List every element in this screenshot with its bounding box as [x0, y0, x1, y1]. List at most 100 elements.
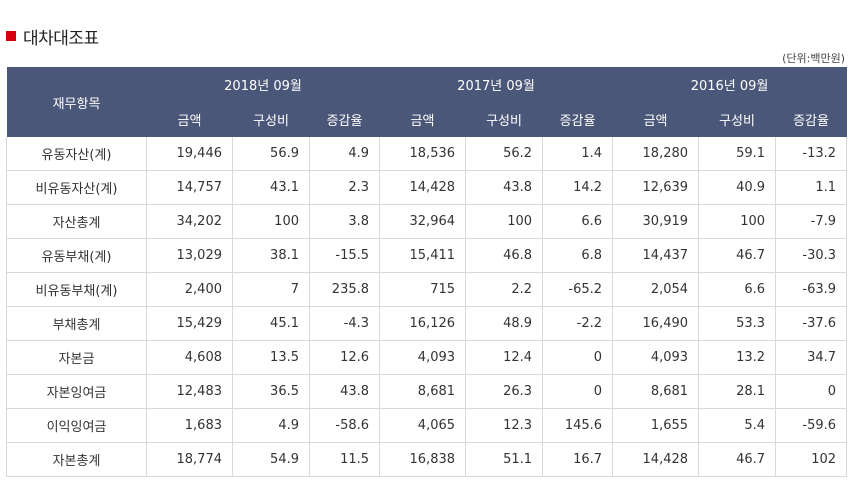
value-cell: 28.1: [698, 374, 777, 409]
value-cell: 34,202: [146, 204, 233, 239]
value-cell: 1.4: [542, 137, 614, 171]
table-row: 자산총계 34,202 100 3.8 32,964 100 6.6 30,919 100 -7.…: [6, 204, 848, 239]
value-cell: 46.7: [698, 238, 777, 273]
value-cell: 16,490: [612, 306, 700, 341]
period-header: 2016년 09월: [612, 67, 847, 102]
unit-label: (단위:백만원): [782, 52, 845, 65]
value-cell: -15.5: [308, 238, 381, 273]
value-cell: 59.1: [698, 137, 777, 171]
header-row-periods: 재무항목 2018년 09월 2017년 09월 2016년 09월: [6, 67, 847, 137]
value-cell: 235.8: [308, 272, 381, 307]
value-cell: 6.8: [542, 238, 614, 273]
row-label: 이익잉여금: [6, 408, 147, 443]
value-cell: 5.4: [698, 408, 777, 443]
table-row: 이익잉여금 1,683 4.9 -58.6 4,065 12.3 145.6 1,655 5.4…: [6, 408, 848, 443]
value-cell: 2,400: [146, 272, 233, 307]
value-cell: 2.2: [465, 272, 544, 307]
row-label: 자본금: [6, 340, 147, 375]
value-cell: 56.9: [232, 137, 310, 171]
table-row: 자본금 4,608 13.5 12.6 4,093 12.4 0 4,093 13.2 34.7: [6, 340, 848, 375]
value-cell: -59.6: [775, 408, 848, 443]
value-cell: 18,536: [379, 137, 467, 171]
value-cell: -7.9: [775, 204, 848, 239]
value-cell: -30.3: [775, 238, 848, 273]
value-cell: 7: [232, 272, 310, 307]
value-cell: 1,655: [612, 408, 700, 443]
value-cell: 18,774: [146, 442, 233, 477]
amount-header: 금액: [146, 102, 233, 137]
value-cell: 100: [698, 204, 777, 239]
value-cell: 15,429: [146, 306, 233, 341]
ratio-header: 구성비: [232, 102, 310, 137]
value-cell: 145.6: [542, 408, 614, 443]
table-body: 유동자산(계) 19,446 56.9 4.9 18,536 56.2 1.4 18,280 5…: [6, 137, 848, 477]
value-cell: 16,838: [379, 442, 467, 477]
value-cell: 26.3: [465, 374, 544, 409]
value-cell: 8,681: [379, 374, 467, 409]
value-cell: 14,428: [379, 170, 467, 205]
value-cell: 4,093: [612, 340, 700, 375]
value-cell: 1,683: [146, 408, 233, 443]
table-row: 자본잉여금 12,483 36.5 43.8 8,681 26.3 0 8,681 28.1 0: [6, 374, 848, 409]
value-cell: 48.9: [465, 306, 544, 341]
period-header: 2018년 09월: [146, 67, 380, 102]
value-cell: 0: [775, 374, 848, 409]
value-cell: 8,681: [612, 374, 700, 409]
value-cell: 46.7: [698, 442, 777, 477]
row-label: 유동부채(계): [6, 238, 147, 273]
row-label: 부채총계: [6, 306, 147, 341]
value-cell: 12.6: [308, 340, 381, 375]
value-cell: 4,608: [146, 340, 233, 375]
value-cell: 43.1: [232, 170, 310, 205]
amount-header: 금액: [379, 102, 466, 137]
value-cell: 11.5: [308, 442, 381, 477]
value-cell: 45.1: [232, 306, 310, 341]
value-cell: 13.2: [698, 340, 777, 375]
table-row: 비유동자산(계) 14,757 43.1 2.3 14,428 43.8 14.2 12,63…: [6, 170, 848, 205]
row-label: 자본잉여금: [6, 374, 147, 409]
value-cell: 2.3: [308, 170, 381, 205]
value-cell: 43.8: [465, 170, 544, 205]
ratio-header: 구성비: [698, 102, 776, 137]
value-cell: 12.3: [465, 408, 544, 443]
value-cell: 4,093: [379, 340, 467, 375]
table-row: 유동자산(계) 19,446 56.9 4.9 18,536 56.2 1.4 18,280 5…: [6, 137, 848, 171]
value-cell: -37.6: [775, 306, 848, 341]
value-cell: -2.2: [542, 306, 614, 341]
value-cell: 3.8: [308, 204, 381, 239]
section-title: 대차대조표: [6, 22, 99, 50]
value-cell: 32,964: [379, 204, 467, 239]
row-label: 자산총계: [6, 204, 147, 239]
value-cell: 34.7: [775, 340, 848, 375]
row-label: 비유동자산(계): [6, 170, 147, 205]
value-cell: 18,280: [612, 137, 700, 171]
value-cell: 43.8: [308, 374, 381, 409]
value-cell: 715: [379, 272, 467, 307]
change-rate-header: 증감율: [309, 102, 380, 137]
value-cell: 14.2: [542, 170, 614, 205]
period-header: 2017년 09월: [379, 67, 613, 102]
value-cell: 0: [542, 374, 614, 409]
row-label: 자본총계: [6, 442, 147, 477]
table-row: 자본총계 18,774 54.9 11.5 16,838 51.1 16.7 14,428 46…: [6, 442, 848, 477]
value-cell: 6.6: [698, 272, 777, 307]
ratio-header: 구성비: [465, 102, 543, 137]
value-cell: 53.3: [698, 306, 777, 341]
page-title: 대차대조표: [23, 28, 99, 49]
value-cell: 12,483: [146, 374, 233, 409]
value-cell: 56.2: [465, 137, 544, 171]
table-row: 유동부채(계) 13,029 38.1 -15.5 15,411 46.8 6.8 14,43…: [6, 238, 848, 273]
value-cell: 19,446: [146, 137, 233, 171]
value-cell: 100: [465, 204, 544, 239]
value-cell: 15,411: [379, 238, 467, 273]
red-square-icon: [6, 31, 16, 41]
value-cell: -13.2: [775, 137, 848, 171]
table-row: 비유동부채(계) 2,400 7 235.8 715 2.2 -65.2 2,054 6.6 -6…: [6, 272, 848, 307]
header-row-subheaders: 금액 구성비 증감율 금액 구성비 증감율 금액 구성비 증감율: [7, 102, 847, 137]
row-label: 유동자산(계): [6, 137, 147, 171]
value-cell: 16,126: [379, 306, 467, 341]
value-cell: 100: [232, 204, 310, 239]
value-cell: 36.5: [232, 374, 310, 409]
value-cell: 4,065: [379, 408, 467, 443]
value-cell: -4.3: [308, 306, 381, 341]
